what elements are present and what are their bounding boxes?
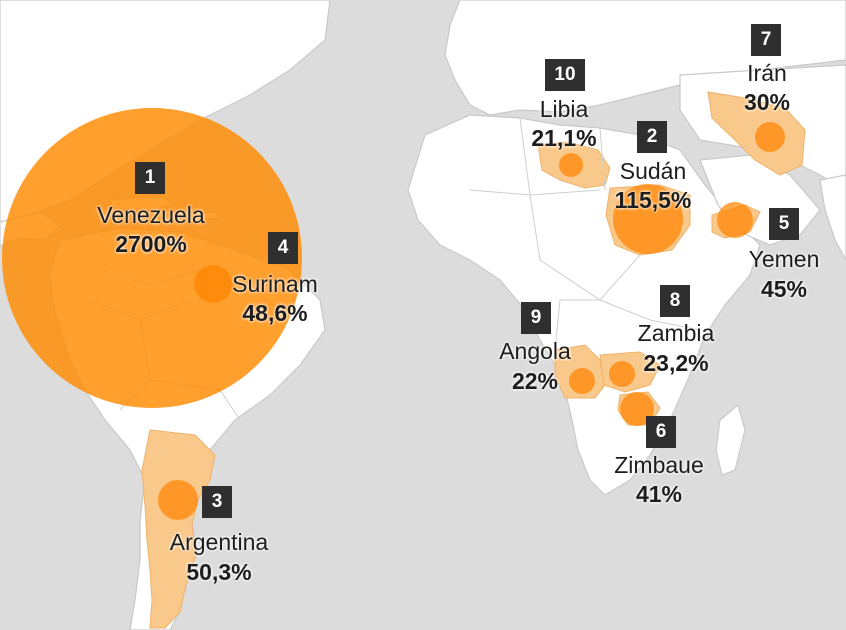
country-value-angola: 22% (511, 368, 559, 394)
country-name-zambia: Zambia (637, 320, 715, 346)
rank-badge-argentina: 3 (202, 486, 232, 518)
country-value-venezuela: 2700% (115, 231, 187, 257)
rank-badge-angola: 9 (521, 302, 551, 334)
country-value-yemen: 45% (760, 276, 808, 302)
iran-bubble (755, 122, 785, 152)
rank-badge-sudan: 2 (637, 121, 667, 153)
country-name-sudan: Sudán (619, 158, 687, 184)
angola-bubble (569, 368, 595, 394)
rank-badge-zambia: 8 (660, 285, 690, 317)
surinam-bubble (194, 265, 232, 303)
argentina-shape (141, 429, 216, 629)
rank-badge-surinam: 4 (268, 232, 298, 264)
country-value-zambia: 23,2% (643, 350, 709, 376)
country-value-surinam: 48,6% (242, 300, 308, 326)
rank-badge-iran: 7 (751, 24, 781, 56)
zambia-bubble (609, 361, 635, 387)
country-value-sudan: 115,5% (614, 187, 692, 213)
country-name-angola: Angola (499, 338, 571, 364)
country-value-iran: 30% (743, 89, 791, 115)
country-name-libya: Libia (539, 96, 589, 122)
country-value-argentina: 50,3% (186, 559, 252, 585)
india-landmass (819, 174, 846, 261)
rank-badge-libya: 10 (545, 59, 585, 91)
country-name-venezuela: Venezuela (97, 202, 205, 228)
yemen-bubble (717, 202, 753, 238)
rank-badge-venezuela: 1 (135, 162, 165, 194)
country-name-surinam: Surinam (232, 271, 318, 297)
madagascar (715, 403, 746, 476)
sudan-bubble (613, 184, 683, 254)
argentina-bubble (158, 480, 198, 520)
africa-borders (469, 117, 701, 351)
country-value-zimbabwe: 41% (635, 481, 683, 507)
country-name-zimbabwe: Zimbaue (614, 452, 704, 478)
country-value-libya: 21,1% (531, 125, 597, 151)
country-name-yemen: Yemen (748, 246, 820, 272)
rank-badge-zimbabwe: 6 (646, 416, 676, 448)
venezuela-bubble (2, 108, 302, 408)
country-name-argentina: Argentina (169, 529, 269, 555)
rank-badge-yemen: 5 (769, 208, 799, 240)
zimbabwe-bubble (620, 392, 654, 426)
country-name-iran: Irán (747, 60, 787, 86)
libya-bubble (559, 153, 583, 177)
